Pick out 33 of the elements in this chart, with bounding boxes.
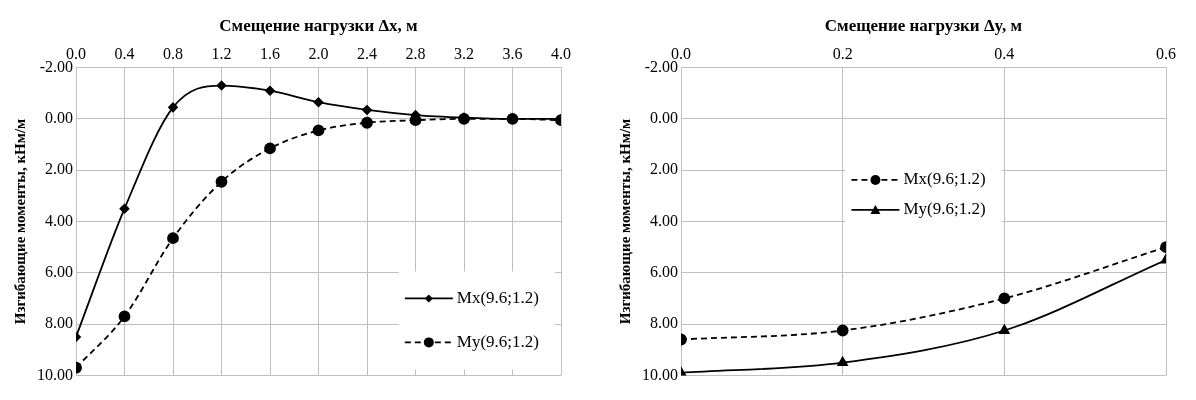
x-tick-label: 1.2	[211, 45, 232, 63]
y-tick-label: 10.00	[37, 365, 73, 383]
legend-label: My(9.6;1.2)	[456, 331, 540, 351]
y-tick-label: 6.00	[45, 263, 73, 280]
x-tick-label: 2.4	[357, 45, 377, 63]
y-tick-label: 2.00	[45, 160, 73, 178]
x-tick-label: 2.0	[308, 45, 329, 63]
x-axis-title: Смещение нагрузки Δx, м	[219, 15, 419, 35]
y-axis-title: Изгибающие моменты, кНм/м	[11, 118, 28, 325]
x-axis-title: Смещение нагрузки Δy, м	[824, 15, 1023, 35]
y-tick-label: 0.00	[650, 109, 678, 127]
x-tick-label: 3.6	[502, 45, 523, 63]
y-tick-label: 8.00	[650, 314, 678, 332]
x-tick-label: 0.2	[832, 45, 853, 63]
y-tick-label: 2.00	[650, 160, 678, 178]
y-tick-label: 8.00	[45, 314, 73, 332]
legend-label: Mx(9.6;1.2)	[903, 169, 986, 189]
x-tick-label: 0.4	[114, 45, 135, 63]
y-tick-label: 6.00	[650, 263, 678, 280]
y-tick-label: 10.00	[642, 365, 678, 383]
x-tick-label: 0.4	[994, 45, 1015, 63]
legend-label: Mx(9.6;1.2)	[456, 287, 540, 307]
y-tick-label: 4.00	[650, 211, 678, 229]
x-tick-label: 4.0	[551, 45, 571, 63]
legend-label: My(9.6;1.2)	[903, 199, 986, 219]
x-tick-label: 3.2	[454, 45, 474, 63]
y-tick-label: 4.00	[45, 211, 73, 229]
y-tick-label: 0.00	[45, 109, 73, 127]
y-axis-title: Изгибающие моменты, кНм/м	[616, 118, 633, 325]
x-tick-label: 0.6	[1156, 45, 1176, 63]
x-tick-label: 2.8	[405, 45, 426, 63]
x-tick-label: 0.8	[163, 45, 183, 63]
x-tick-label: 1.6	[260, 45, 280, 63]
